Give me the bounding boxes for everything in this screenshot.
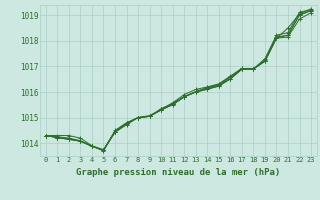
X-axis label: Graphe pression niveau de la mer (hPa): Graphe pression niveau de la mer (hPa) xyxy=(76,168,281,177)
